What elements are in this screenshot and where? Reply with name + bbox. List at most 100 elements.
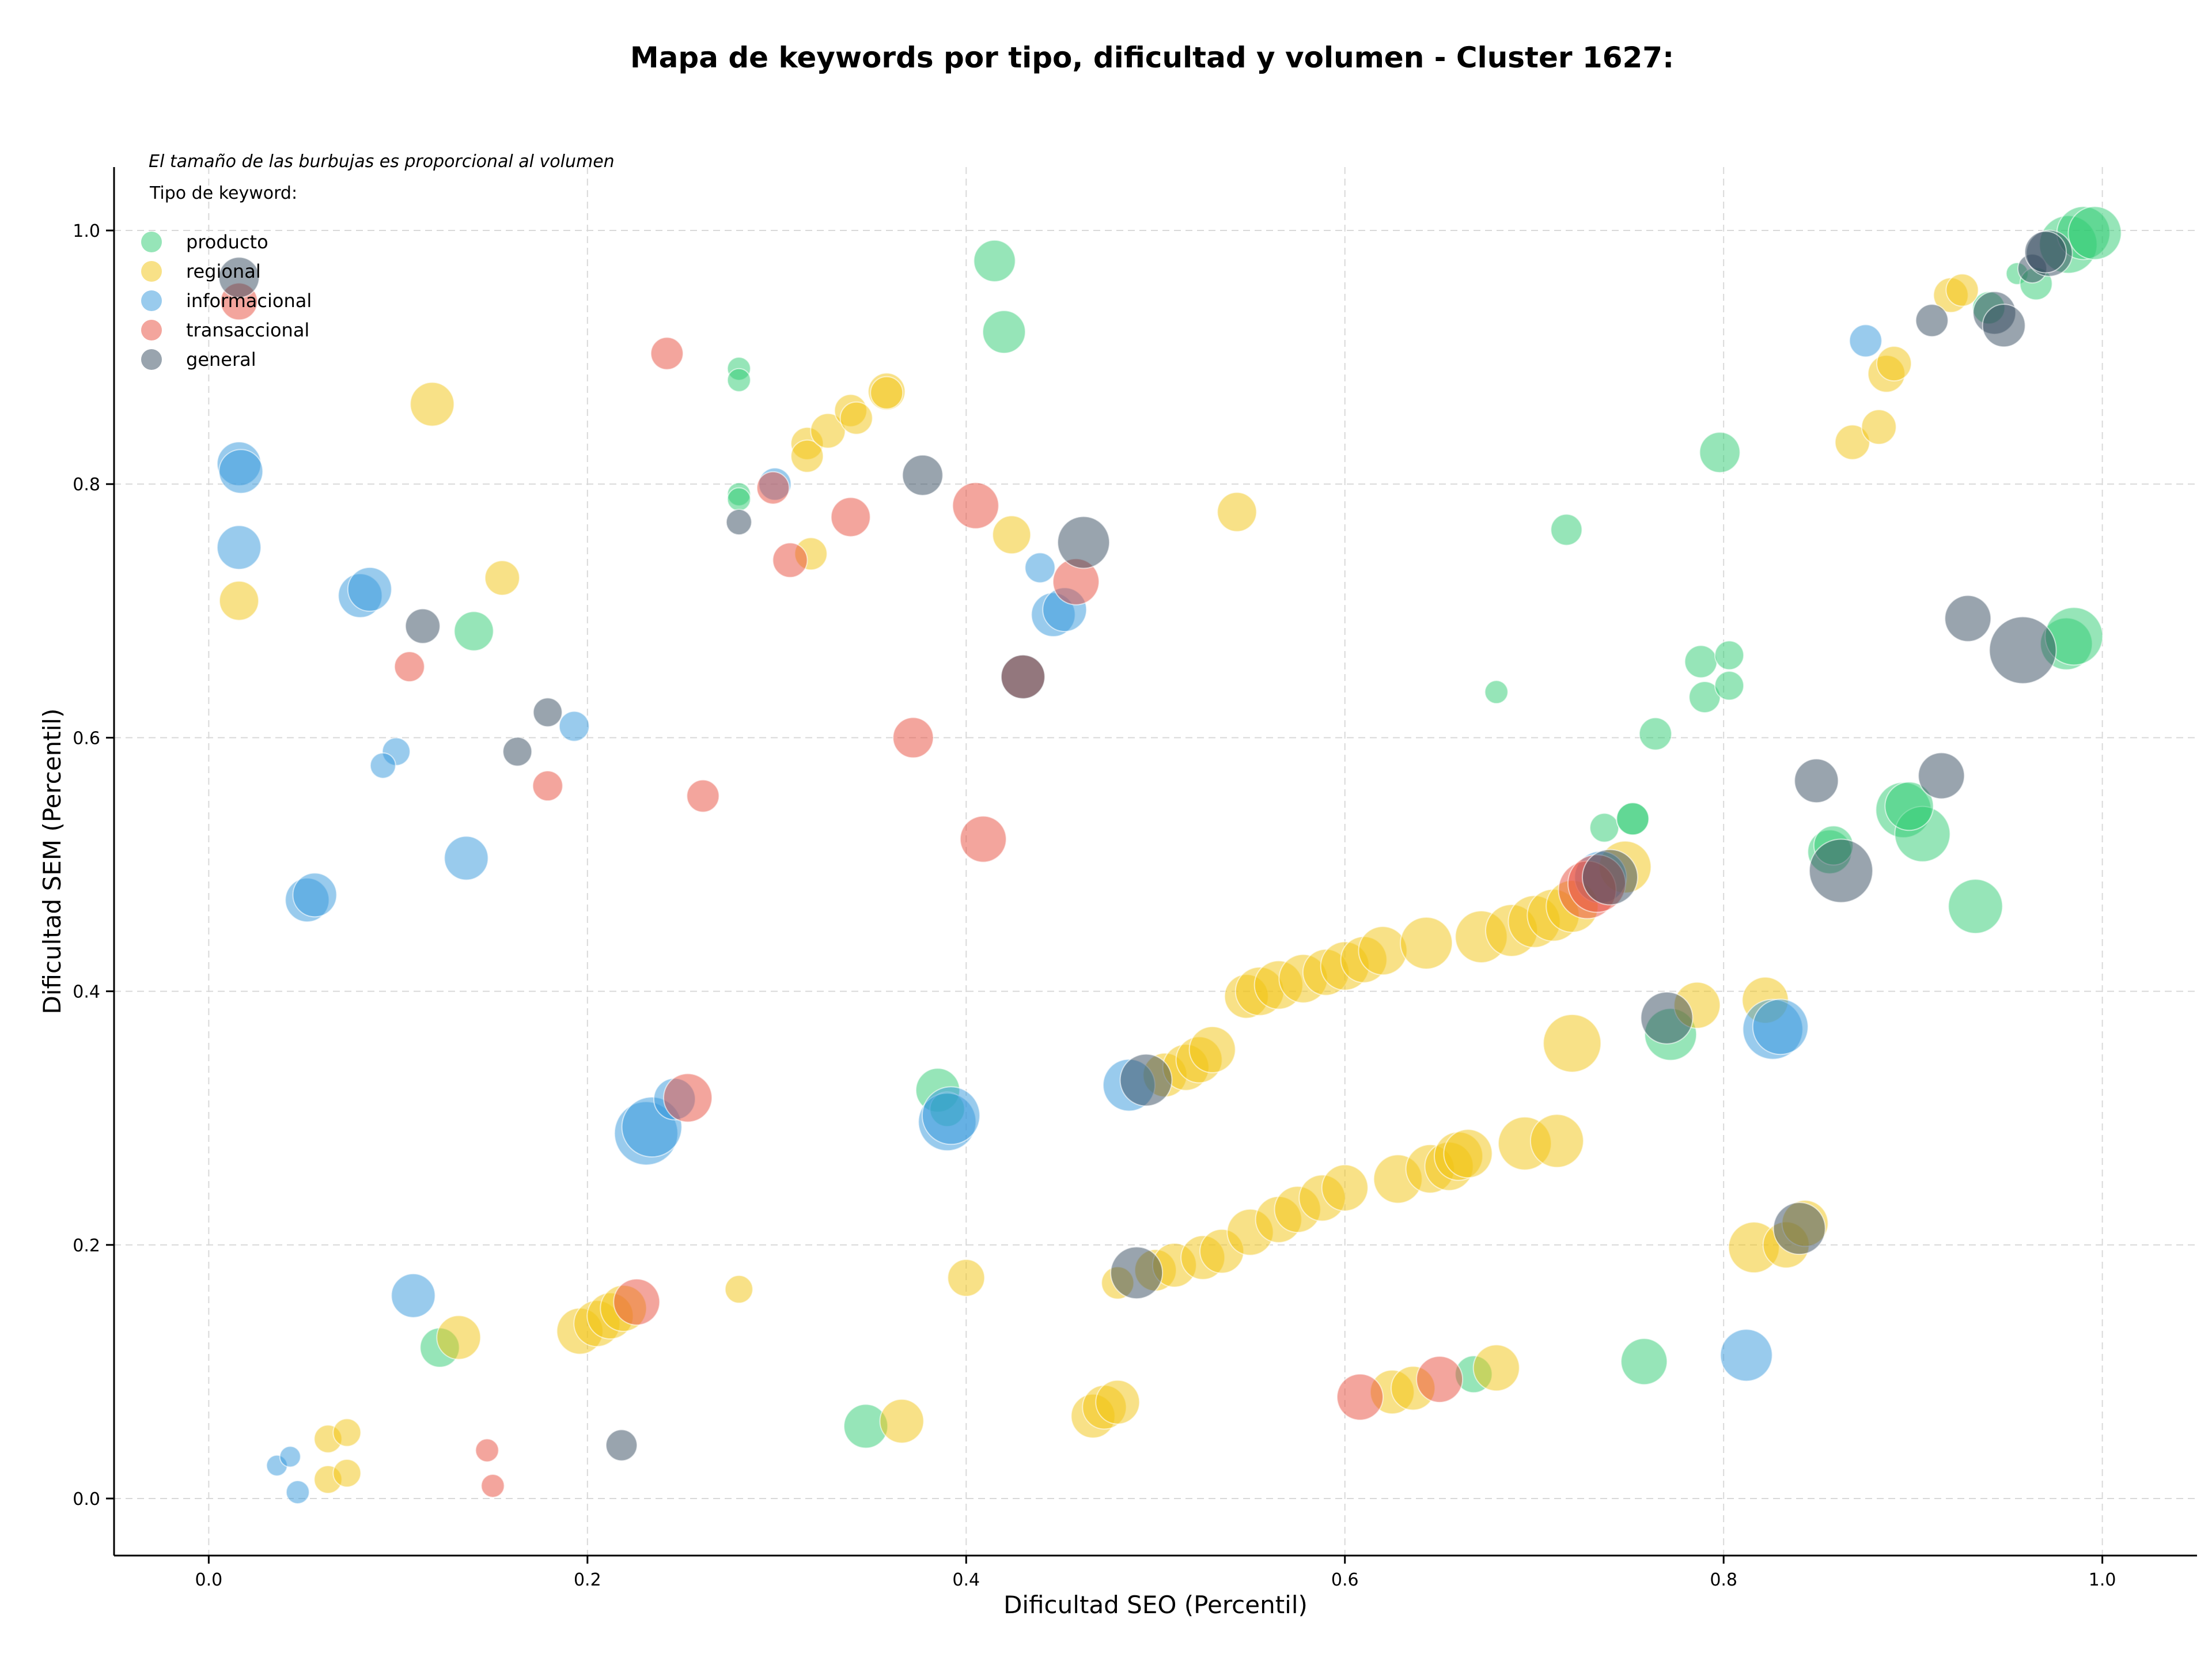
- bubble-general: [2024, 230, 2067, 274]
- bubble-transaccional: [475, 1438, 499, 1463]
- bubble-general: [1982, 304, 2026, 348]
- bubble-regional: [1529, 1114, 1584, 1168]
- bubble-producto: [1948, 879, 2003, 934]
- bubble-producto: [1684, 645, 1718, 679]
- bubble-regional: [790, 439, 824, 473]
- bubble-transaccional: [952, 482, 999, 529]
- bubble-producto: [973, 239, 1016, 282]
- bubble-informacional: [444, 835, 489, 881]
- bubble-regional: [992, 515, 1032, 555]
- bubble-regional: [1188, 1026, 1236, 1073]
- bubble-informacional: [279, 1446, 301, 1468]
- bubble-informacional: [558, 710, 590, 742]
- bubble-informacional: [218, 449, 264, 494]
- bubble-informacional: [216, 525, 262, 570]
- bubble-regional: [1861, 409, 1897, 445]
- bubble-regional: [724, 1274, 753, 1304]
- bubble-regional: [870, 376, 904, 410]
- bubble-transaccional: [959, 815, 1007, 863]
- data-points: [216, 206, 2122, 1504]
- legend-title: Tipo de keyword:: [149, 183, 297, 203]
- x-axis-label: Dificultad SEO (Percentil): [1003, 1591, 1308, 1619]
- legend-marker-regional: [141, 261, 162, 282]
- bubble-general: [1772, 1202, 1826, 1255]
- x-tick-label: 0.6: [1331, 1570, 1359, 1590]
- bubble-producto: [1484, 680, 1509, 705]
- bubble-producto: [726, 368, 751, 392]
- bubble-producto: [1616, 802, 1650, 836]
- bubble-transaccional: [830, 497, 871, 538]
- bubble-informacional: [369, 752, 396, 779]
- bubble-regional: [1945, 273, 1979, 307]
- bubble-regional: [410, 381, 455, 427]
- bubble-general: [1119, 1053, 1173, 1107]
- bubble-regional: [1321, 1164, 1369, 1212]
- bubble-transaccional: [480, 1473, 505, 1498]
- x-tick-label: 0.0: [195, 1570, 223, 1590]
- legend-label-regional: regional: [186, 260, 261, 282]
- bubble-producto: [1884, 781, 1934, 831]
- bubble-general: [404, 608, 441, 644]
- bubble-general: [1794, 758, 1839, 804]
- bubble-producto: [1714, 640, 1745, 671]
- bubble-general: [1918, 752, 1965, 800]
- grid-lines: [114, 167, 2197, 1556]
- bubble-regional: [947, 1259, 986, 1297]
- bubble-transaccional: [393, 651, 425, 683]
- axis-ticks: 0.0 0.2 0.4 0.6 0.8 1.0 0.0 0.2 0.4 0.6 0.8 1.0: [73, 221, 2116, 1590]
- bubble-transaccional: [892, 717, 934, 759]
- bubble-producto: [453, 611, 494, 652]
- bubble-transaccional: [613, 1278, 661, 1326]
- bubble-regional: [1217, 491, 1257, 532]
- bubble-informacional: [1849, 324, 1883, 358]
- bubble-informacional: [347, 566, 392, 612]
- y-tick-label: 0.0: [73, 1489, 100, 1509]
- bubble-informacional: [1752, 998, 1809, 1055]
- bubble-regional: [1400, 916, 1453, 970]
- bubble-informacional: [1719, 1329, 1773, 1382]
- bubble-producto: [1550, 513, 1583, 546]
- bubble-informacional: [391, 1273, 436, 1318]
- bubble-regional: [436, 1315, 482, 1360]
- bubble-producto: [2067, 206, 2122, 260]
- bubble-general: [1110, 1246, 1164, 1300]
- bubble-transaccional: [1416, 1356, 1464, 1403]
- y-tick-label: 0.4: [73, 982, 100, 1002]
- x-tick-label: 0.4: [952, 1570, 980, 1590]
- x-tick-label: 0.2: [574, 1570, 601, 1590]
- legend-marker-transaccional: [141, 320, 162, 340]
- bubble-producto: [982, 310, 1027, 354]
- bubble-producto: [726, 487, 751, 512]
- bubble-general: [1581, 849, 1638, 906]
- bubble-regional: [1472, 1344, 1520, 1392]
- bubble-general: [502, 736, 533, 767]
- bubble-informacional: [921, 1086, 980, 1145]
- legend-label-general: general: [186, 349, 256, 370]
- bubble-general: [902, 454, 944, 496]
- bubble-regional: [332, 1458, 362, 1488]
- y-tick-label: 1.0: [73, 221, 100, 241]
- x-tick-label: 0.8: [1710, 1570, 1737, 1590]
- bubble-transaccional: [756, 471, 790, 505]
- bubble-informacional: [285, 1480, 310, 1504]
- bubble-regional: [879, 1398, 925, 1444]
- legend-label-transaccional: transaccional: [186, 319, 309, 341]
- bubble-transaccional: [1336, 1373, 1384, 1421]
- bubble-regional: [810, 413, 846, 449]
- bubble-producto: [1638, 717, 1672, 751]
- bubble-regional: [1095, 1379, 1141, 1425]
- bubble-regional: [1443, 1129, 1493, 1179]
- bubble-producto: [1620, 1338, 1668, 1386]
- bubble-general: [532, 697, 563, 728]
- bubble-transaccional: [663, 1073, 713, 1123]
- bubble-size-note: El tamaño de las burbujas es proporciona…: [149, 152, 615, 172]
- bubble-general: [725, 509, 752, 536]
- legend-marker-general: [141, 349, 162, 370]
- bubble-producto: [1699, 432, 1741, 474]
- bubble-transaccional: [772, 542, 808, 578]
- bubble-regional: [839, 401, 873, 435]
- bubble-regional: [332, 1418, 362, 1447]
- bubble-general: [1000, 654, 1046, 699]
- bubble-transaccional: [686, 779, 720, 813]
- chart-title: Mapa de keywords por tipo, dificultad y …: [630, 41, 1674, 74]
